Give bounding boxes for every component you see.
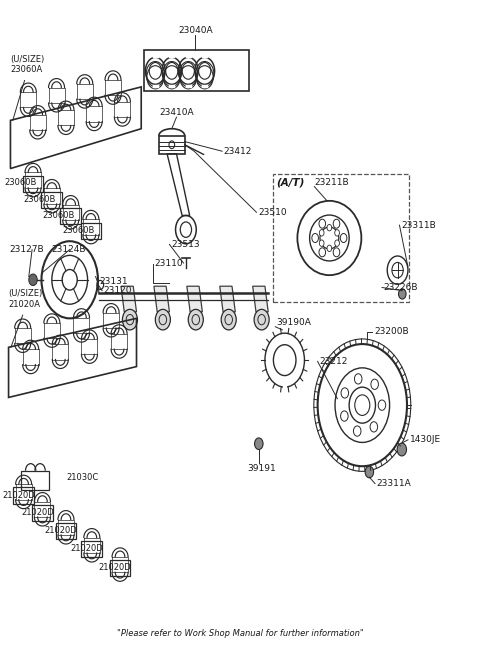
Text: 23412: 23412 [224,147,252,155]
Circle shape [254,438,263,449]
Polygon shape [252,286,268,312]
Circle shape [319,230,324,236]
Circle shape [312,234,318,243]
Text: 21020D: 21020D [99,564,132,572]
Bar [23,176,43,192]
Text: 21020D: 21020D [45,526,78,535]
Text: 23120: 23120 [104,286,132,295]
Bar [110,560,131,576]
Circle shape [319,240,324,247]
Circle shape [371,379,378,390]
Bar [144,50,250,91]
Bar [41,192,62,208]
Text: (A/T): (A/T) [276,177,305,187]
Text: 23040A: 23040A [178,26,213,35]
Bar [159,136,185,154]
Bar [81,222,101,239]
Circle shape [397,443,407,456]
Bar [13,487,34,504]
Text: (U/SIZE)
21020A: (U/SIZE) 21020A [9,289,43,309]
Circle shape [353,426,361,436]
Text: 21020D: 21020D [71,544,103,553]
Circle shape [327,224,332,231]
Circle shape [254,310,269,330]
Text: 23513: 23513 [172,240,201,249]
Text: 1430JE: 1430JE [410,436,442,444]
Text: 39190A: 39190A [276,318,312,327]
Text: 23124B: 23124B [51,245,85,254]
Circle shape [370,422,378,432]
Circle shape [335,240,339,247]
Text: 23200B: 23200B [374,327,409,337]
Circle shape [341,388,348,398]
Circle shape [333,219,340,228]
Circle shape [122,310,137,330]
Text: 23060B: 23060B [24,195,56,204]
Text: 23060B: 23060B [63,226,95,235]
Polygon shape [187,286,203,312]
Circle shape [319,219,325,228]
Text: 39191: 39191 [247,464,276,473]
Text: 23060B: 23060B [42,211,75,220]
Text: 23311B: 23311B [401,220,436,230]
Text: 23510: 23510 [259,208,288,216]
Circle shape [156,310,170,330]
Circle shape [333,248,340,256]
Text: 23311A: 23311A [376,479,411,488]
Text: 23410A: 23410A [159,108,194,117]
Text: 23131: 23131 [99,277,128,286]
Circle shape [340,234,347,243]
Circle shape [335,230,339,236]
Text: 23211B: 23211B [314,178,349,186]
Polygon shape [220,286,235,312]
Circle shape [319,248,325,256]
Text: 23110: 23110 [155,259,183,268]
Circle shape [221,310,236,330]
Text: 21020D: 21020D [2,491,35,500]
Circle shape [398,289,406,299]
Text: 23212: 23212 [319,357,348,366]
Bar [82,541,102,557]
Circle shape [378,400,386,410]
Bar [56,523,76,539]
Circle shape [354,374,362,384]
Circle shape [188,310,204,330]
Circle shape [341,411,348,421]
Bar [60,208,81,224]
Text: 23226B: 23226B [384,283,418,292]
Circle shape [29,274,37,285]
Circle shape [365,466,373,478]
Text: (U/SIZE)
23060A: (U/SIZE) 23060A [11,54,45,74]
Polygon shape [121,286,136,312]
Bar [32,505,53,521]
Polygon shape [154,286,169,312]
Text: "Please refer to Work Shop Manual for further information": "Please refer to Work Shop Manual for fu… [117,629,363,638]
Text: 21030C: 21030C [66,473,98,482]
Circle shape [327,245,332,251]
Text: 23127B: 23127B [10,245,44,254]
Text: 23060B: 23060B [5,178,37,187]
Bar [21,471,48,490]
Text: 21020D: 21020D [21,508,54,517]
Bar [273,174,409,302]
